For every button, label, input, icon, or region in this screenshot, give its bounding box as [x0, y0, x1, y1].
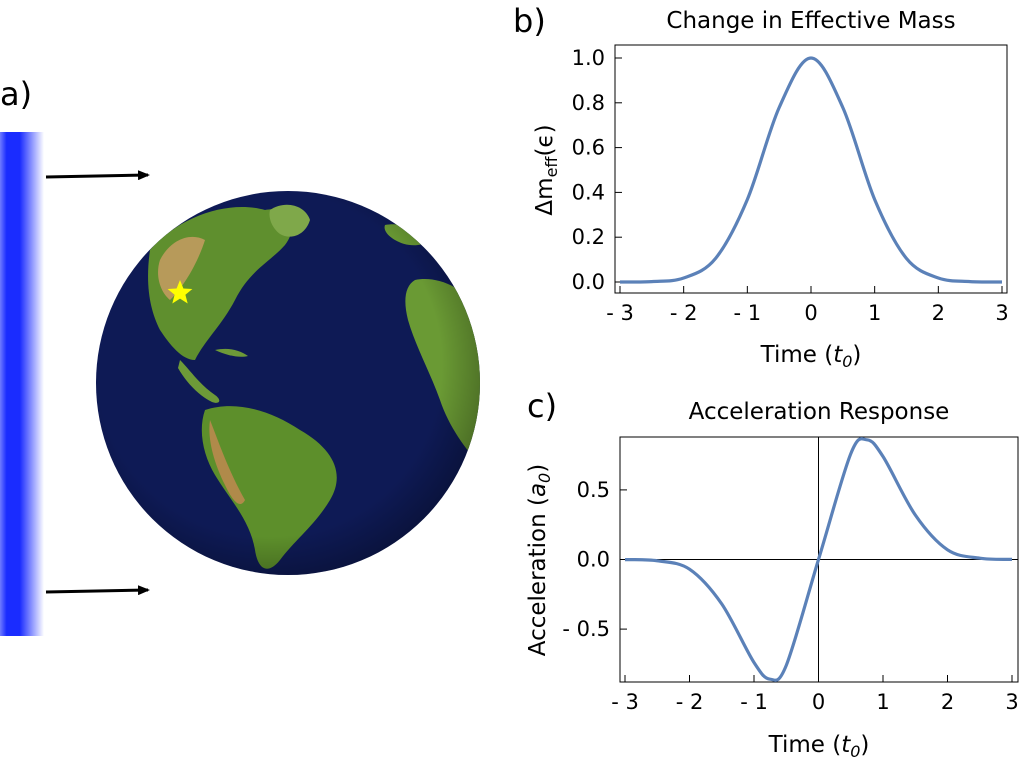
- star-icon: [167, 280, 193, 304]
- wavefront-bar: [0, 132, 44, 636]
- y-tick-label: 1.0: [572, 46, 605, 70]
- chart-c-xlabel: Time (t0): [768, 732, 870, 760]
- chart-c-ylabel: Acceleration (a0): [525, 464, 554, 656]
- x-tick-label: - 3: [606, 301, 634, 325]
- chart-b-xlabel: Time (t0): [760, 342, 862, 371]
- arrow-right-icon: [45, 170, 150, 181]
- y-tick-label: 0.0: [572, 270, 605, 294]
- chart-c-title: Acceleration Response: [689, 399, 950, 425]
- x-tick-label: 2: [932, 301, 945, 325]
- chart-b-ylabel: Δmeff(ϵ): [532, 124, 561, 215]
- x-tick-label: 0: [804, 301, 817, 325]
- panel-a: a): [0, 75, 480, 636]
- x-tick-label: - 2: [676, 690, 704, 714]
- x-tick-label: 1: [876, 690, 889, 714]
- chart-c-series-line: [624, 437, 1013, 682]
- chart-b-title: Change in Effective Mass: [666, 8, 955, 34]
- panel-b-label: b): [513, 2, 546, 40]
- earth-globe: [96, 191, 480, 575]
- chart-b-series-line: [619, 56, 1003, 284]
- panel-a-label: a): [0, 75, 32, 113]
- x-tick-label: 1: [868, 301, 881, 325]
- y-tick-label: 0.2: [572, 225, 605, 249]
- y-tick-label: 0.0: [577, 548, 610, 572]
- x-tick-label: - 1: [734, 301, 762, 325]
- x-tick-label: - 1: [740, 690, 768, 714]
- panel-c: c) Acceleration Response - 3 - 2 - 1 0 1 2 3 - …: [525, 387, 1019, 760]
- y-tick-label: 0.6: [572, 136, 605, 160]
- panel-b: b) Change in Effective Mass - 3 - 2 - 1 0 1 2…: [513, 2, 1009, 371]
- x-tick-label: 2: [941, 690, 954, 714]
- chart-b-frame: [614, 44, 1008, 294]
- x-tick-label: 0: [812, 690, 825, 714]
- panel-c-label: c): [527, 387, 557, 425]
- x-tick-label: 3: [995, 301, 1008, 325]
- y-tick-label: - 0.5: [562, 617, 610, 641]
- arrow-right-icon: [45, 585, 150, 596]
- y-tick-label: 0.8: [572, 91, 605, 115]
- x-tick-label: - 3: [611, 690, 639, 714]
- y-tick-label: 0.4: [572, 180, 605, 204]
- y-tick-label: 0.5: [577, 478, 610, 502]
- x-tick-label: 3: [1005, 690, 1018, 714]
- x-tick-label: - 2: [670, 301, 698, 325]
